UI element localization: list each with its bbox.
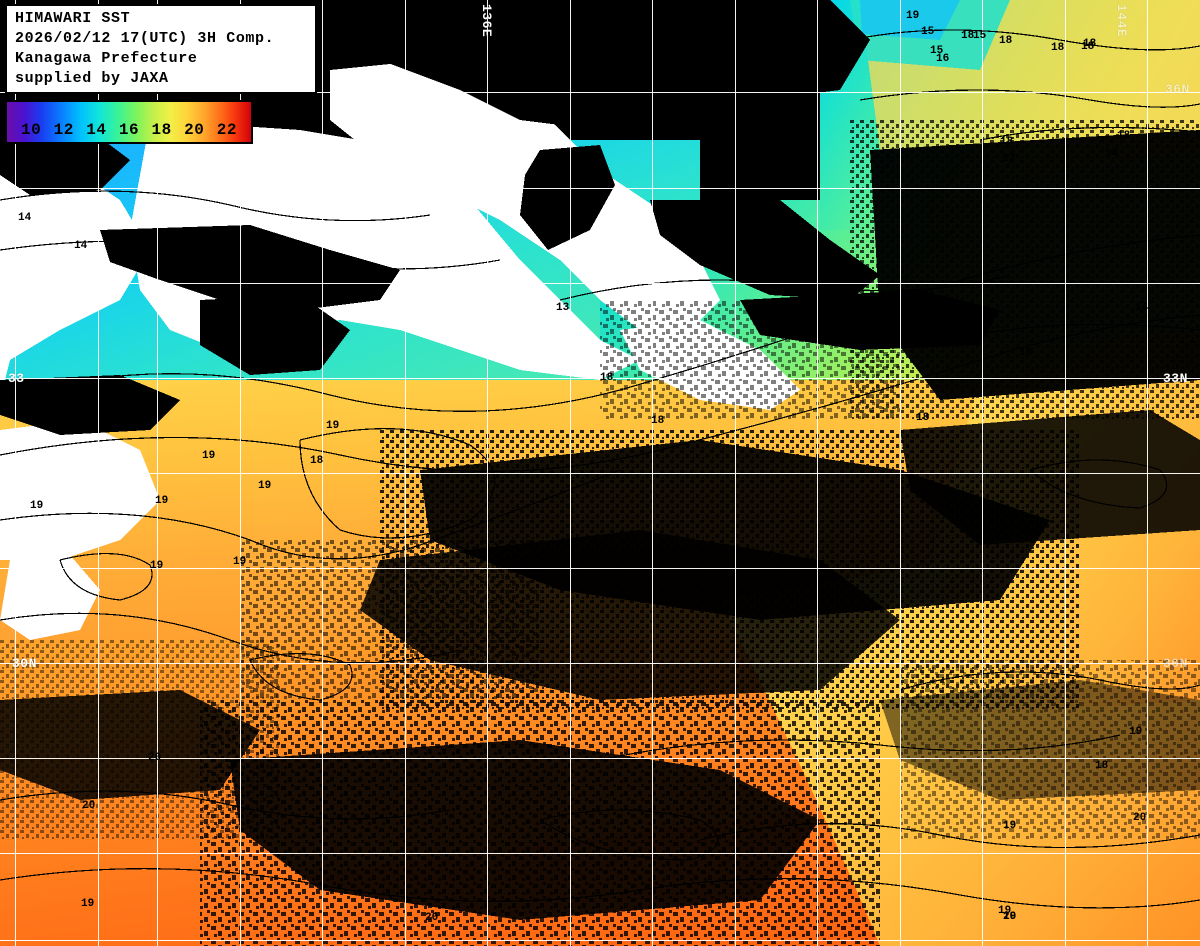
colorbar-tick-22: 22: [216, 121, 237, 139]
colorbar-tick-12: 12: [53, 121, 74, 139]
title-line-provider: supplied by JAXA: [15, 70, 169, 87]
colorbar-tick-10: 10: [21, 121, 42, 139]
title-card: HIMAWARI SST 2026/02/12 17(UTC) 3H Comp.…: [5, 4, 317, 94]
colorbar-tick-labels: 10 12 14 16 18 20 22: [7, 121, 251, 139]
sst-colorbar: 10 12 14 16 18 20 22: [5, 100, 253, 144]
title-line-region: Kanagawa Prefecture: [15, 50, 198, 67]
title-line-datetime: 2026/02/12 17(UTC) 3H Comp.: [15, 30, 275, 47]
title-line-product: HIMAWARI SST: [15, 10, 131, 27]
colorbar-tick-16: 16: [118, 121, 140, 139]
colorbar-tick-14: 14: [86, 121, 107, 139]
colorbar-tick-20: 20: [184, 121, 205, 139]
colorbar-tick-18: 18: [151, 121, 172, 139]
